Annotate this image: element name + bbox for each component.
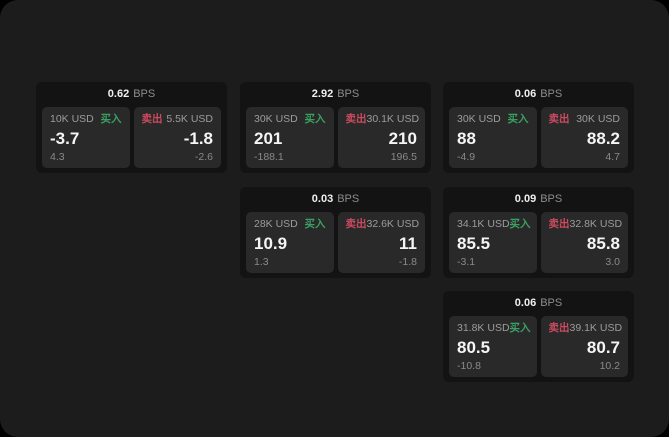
quote-body: 30K USD 买入 201 -188.1 卖出 30.1K USD 210 1… xyxy=(240,107,431,173)
buy-change: 4.3 xyxy=(50,150,65,163)
sell-price: 80.7 xyxy=(586,337,620,357)
buy-side-label: 买入 xyxy=(509,322,531,334)
sell-panel[interactable]: 卖出 5.5K USD -1.8 -2.6 xyxy=(133,107,221,168)
sell-panel[interactable]: 卖出 32.8K USD 85.8 3.0 xyxy=(540,212,628,273)
sell-panel[interactable]: 卖出 32.6K USD 11 -1.8 xyxy=(337,212,425,273)
buy-amount: 28K USD xyxy=(254,218,298,230)
quote-body: 30K USD 买入 88 -4.9 卖出 30K USD 88.2 4.7 xyxy=(443,107,634,173)
buy-amount: 34.1K USD xyxy=(457,218,510,230)
spread-value: 0.09 xyxy=(514,193,537,205)
spread-header: 2.92 BPS xyxy=(240,82,431,107)
sell-side-label: 卖出 xyxy=(345,113,367,125)
sell-amount: 39.1K USD xyxy=(569,322,623,334)
sell-panel[interactable]: 卖出 30K USD 88.2 4.7 xyxy=(540,107,628,168)
buy-panel[interactable]: 28K USD 买入 10.9 1.3 xyxy=(246,212,334,273)
spread-header: 0.03 BPS xyxy=(240,187,431,212)
spread-value: 0.06 xyxy=(514,88,537,100)
sell-change: -2.6 xyxy=(194,150,213,163)
quote-card-5: 0.09 BPS 34.1K USD 买入 85.5 -3.1 卖出 32.8K… xyxy=(443,187,634,278)
quote-card-1: 0.62 BPS 10K USD 买入 -3.7 4.3 卖出 5.5K USD… xyxy=(36,82,227,173)
sell-price: 88.2 xyxy=(586,128,620,148)
buy-amount: 31.8K USD xyxy=(457,322,510,334)
spread-header: 0.06 BPS xyxy=(443,291,634,316)
sell-side-label: 卖出 xyxy=(548,113,570,125)
spread-header: 0.62 BPS xyxy=(36,82,227,107)
buy-panel[interactable]: 34.1K USD 买入 85.5 -3.1 xyxy=(449,212,537,273)
spread-unit: BPS xyxy=(540,88,563,100)
sell-amount: 32.8K USD xyxy=(569,218,623,230)
buy-price: 201 xyxy=(254,128,283,148)
sell-change: 3.0 xyxy=(605,255,620,268)
sell-change: -1.8 xyxy=(398,255,417,268)
sell-price: 85.8 xyxy=(586,233,620,253)
buy-side-label: 买入 xyxy=(507,113,529,125)
buy-change: -4.9 xyxy=(457,150,476,163)
buy-change: -188.1 xyxy=(254,150,284,163)
sell-price: 11 xyxy=(399,233,417,253)
sell-change: 4.7 xyxy=(605,150,620,163)
sell-panel[interactable]: 卖出 30.1K USD 210 196.5 xyxy=(337,107,425,168)
sell-amount: 5.5K USD xyxy=(166,113,213,125)
sell-change: 10.2 xyxy=(599,359,620,372)
sell-amount: 32.6K USD xyxy=(366,218,420,230)
quote-card-2: 2.92 BPS 30K USD 买入 201 -188.1 卖出 30.1K … xyxy=(240,82,431,173)
buy-change: -3.1 xyxy=(457,255,476,268)
buy-side-label: 买入 xyxy=(304,218,326,230)
buy-change: -10.8 xyxy=(457,359,481,372)
buy-price: 80.5 xyxy=(457,337,491,357)
buy-change: 1.3 xyxy=(254,255,269,268)
spread-unit: BPS xyxy=(337,88,360,100)
sell-price: -1.8 xyxy=(183,128,213,148)
buy-side-label: 买入 xyxy=(100,113,122,125)
quote-card-4: 0.03 BPS 28K USD 买入 10.9 1.3 卖出 32.6K US… xyxy=(240,187,431,278)
buy-price: 85.5 xyxy=(457,233,491,253)
buy-price: -3.7 xyxy=(50,128,80,148)
spread-unit: BPS xyxy=(133,88,156,100)
quote-body: 28K USD 买入 10.9 1.3 卖出 32.6K USD 11 -1.8 xyxy=(240,212,431,278)
sell-side-label: 卖出 xyxy=(548,218,570,230)
quote-body: 31.8K USD 买入 80.5 -10.8 卖出 39.1K USD 80.… xyxy=(443,316,634,382)
spread-unit: BPS xyxy=(540,193,563,205)
sell-side-label: 卖出 xyxy=(548,322,570,334)
buy-panel[interactable]: 31.8K USD 买入 80.5 -10.8 xyxy=(449,316,537,377)
sell-panel[interactable]: 卖出 39.1K USD 80.7 10.2 xyxy=(540,316,628,377)
sell-change: 196.5 xyxy=(390,150,417,163)
sell-price: 210 xyxy=(388,128,417,148)
buy-panel[interactable]: 30K USD 买入 88 -4.9 xyxy=(449,107,537,168)
buy-price: 88 xyxy=(457,128,476,148)
buy-side-label: 买入 xyxy=(509,218,531,230)
spread-value: 0.62 xyxy=(107,88,130,100)
buy-amount: 30K USD xyxy=(457,113,501,125)
spread-unit: BPS xyxy=(540,297,563,309)
sell-amount: 30.1K USD xyxy=(366,113,420,125)
quote-card-6: 0.06 BPS 31.8K USD 买入 80.5 -10.8 卖出 39.1… xyxy=(443,291,634,382)
spread-value: 0.06 xyxy=(514,297,537,309)
quote-body: 10K USD 买入 -3.7 4.3 卖出 5.5K USD -1.8 -2.… xyxy=(36,107,227,173)
spread-header: 0.09 BPS xyxy=(443,187,634,212)
quote-body: 34.1K USD 买入 85.5 -3.1 卖出 32.8K USD 85.8… xyxy=(443,212,634,278)
buy-amount: 30K USD xyxy=(254,113,298,125)
buy-price: 10.9 xyxy=(254,233,288,253)
sell-side-label: 卖出 xyxy=(345,218,367,230)
buy-amount: 10K USD xyxy=(50,113,94,125)
spread-value: 2.92 xyxy=(311,88,334,100)
buy-side-label: 买入 xyxy=(304,113,326,125)
spread-unit: BPS xyxy=(337,193,360,205)
buy-panel[interactable]: 30K USD 买入 201 -188.1 xyxy=(246,107,334,168)
spread-header: 0.06 BPS xyxy=(443,82,634,107)
quote-card-3: 0.06 BPS 30K USD 买入 88 -4.9 卖出 30K USD 8… xyxy=(443,82,634,173)
sell-side-label: 卖出 xyxy=(141,113,163,125)
sell-amount: 30K USD xyxy=(576,113,620,125)
buy-panel[interactable]: 10K USD 买入 -3.7 4.3 xyxy=(42,107,130,168)
spread-value: 0.03 xyxy=(311,193,334,205)
